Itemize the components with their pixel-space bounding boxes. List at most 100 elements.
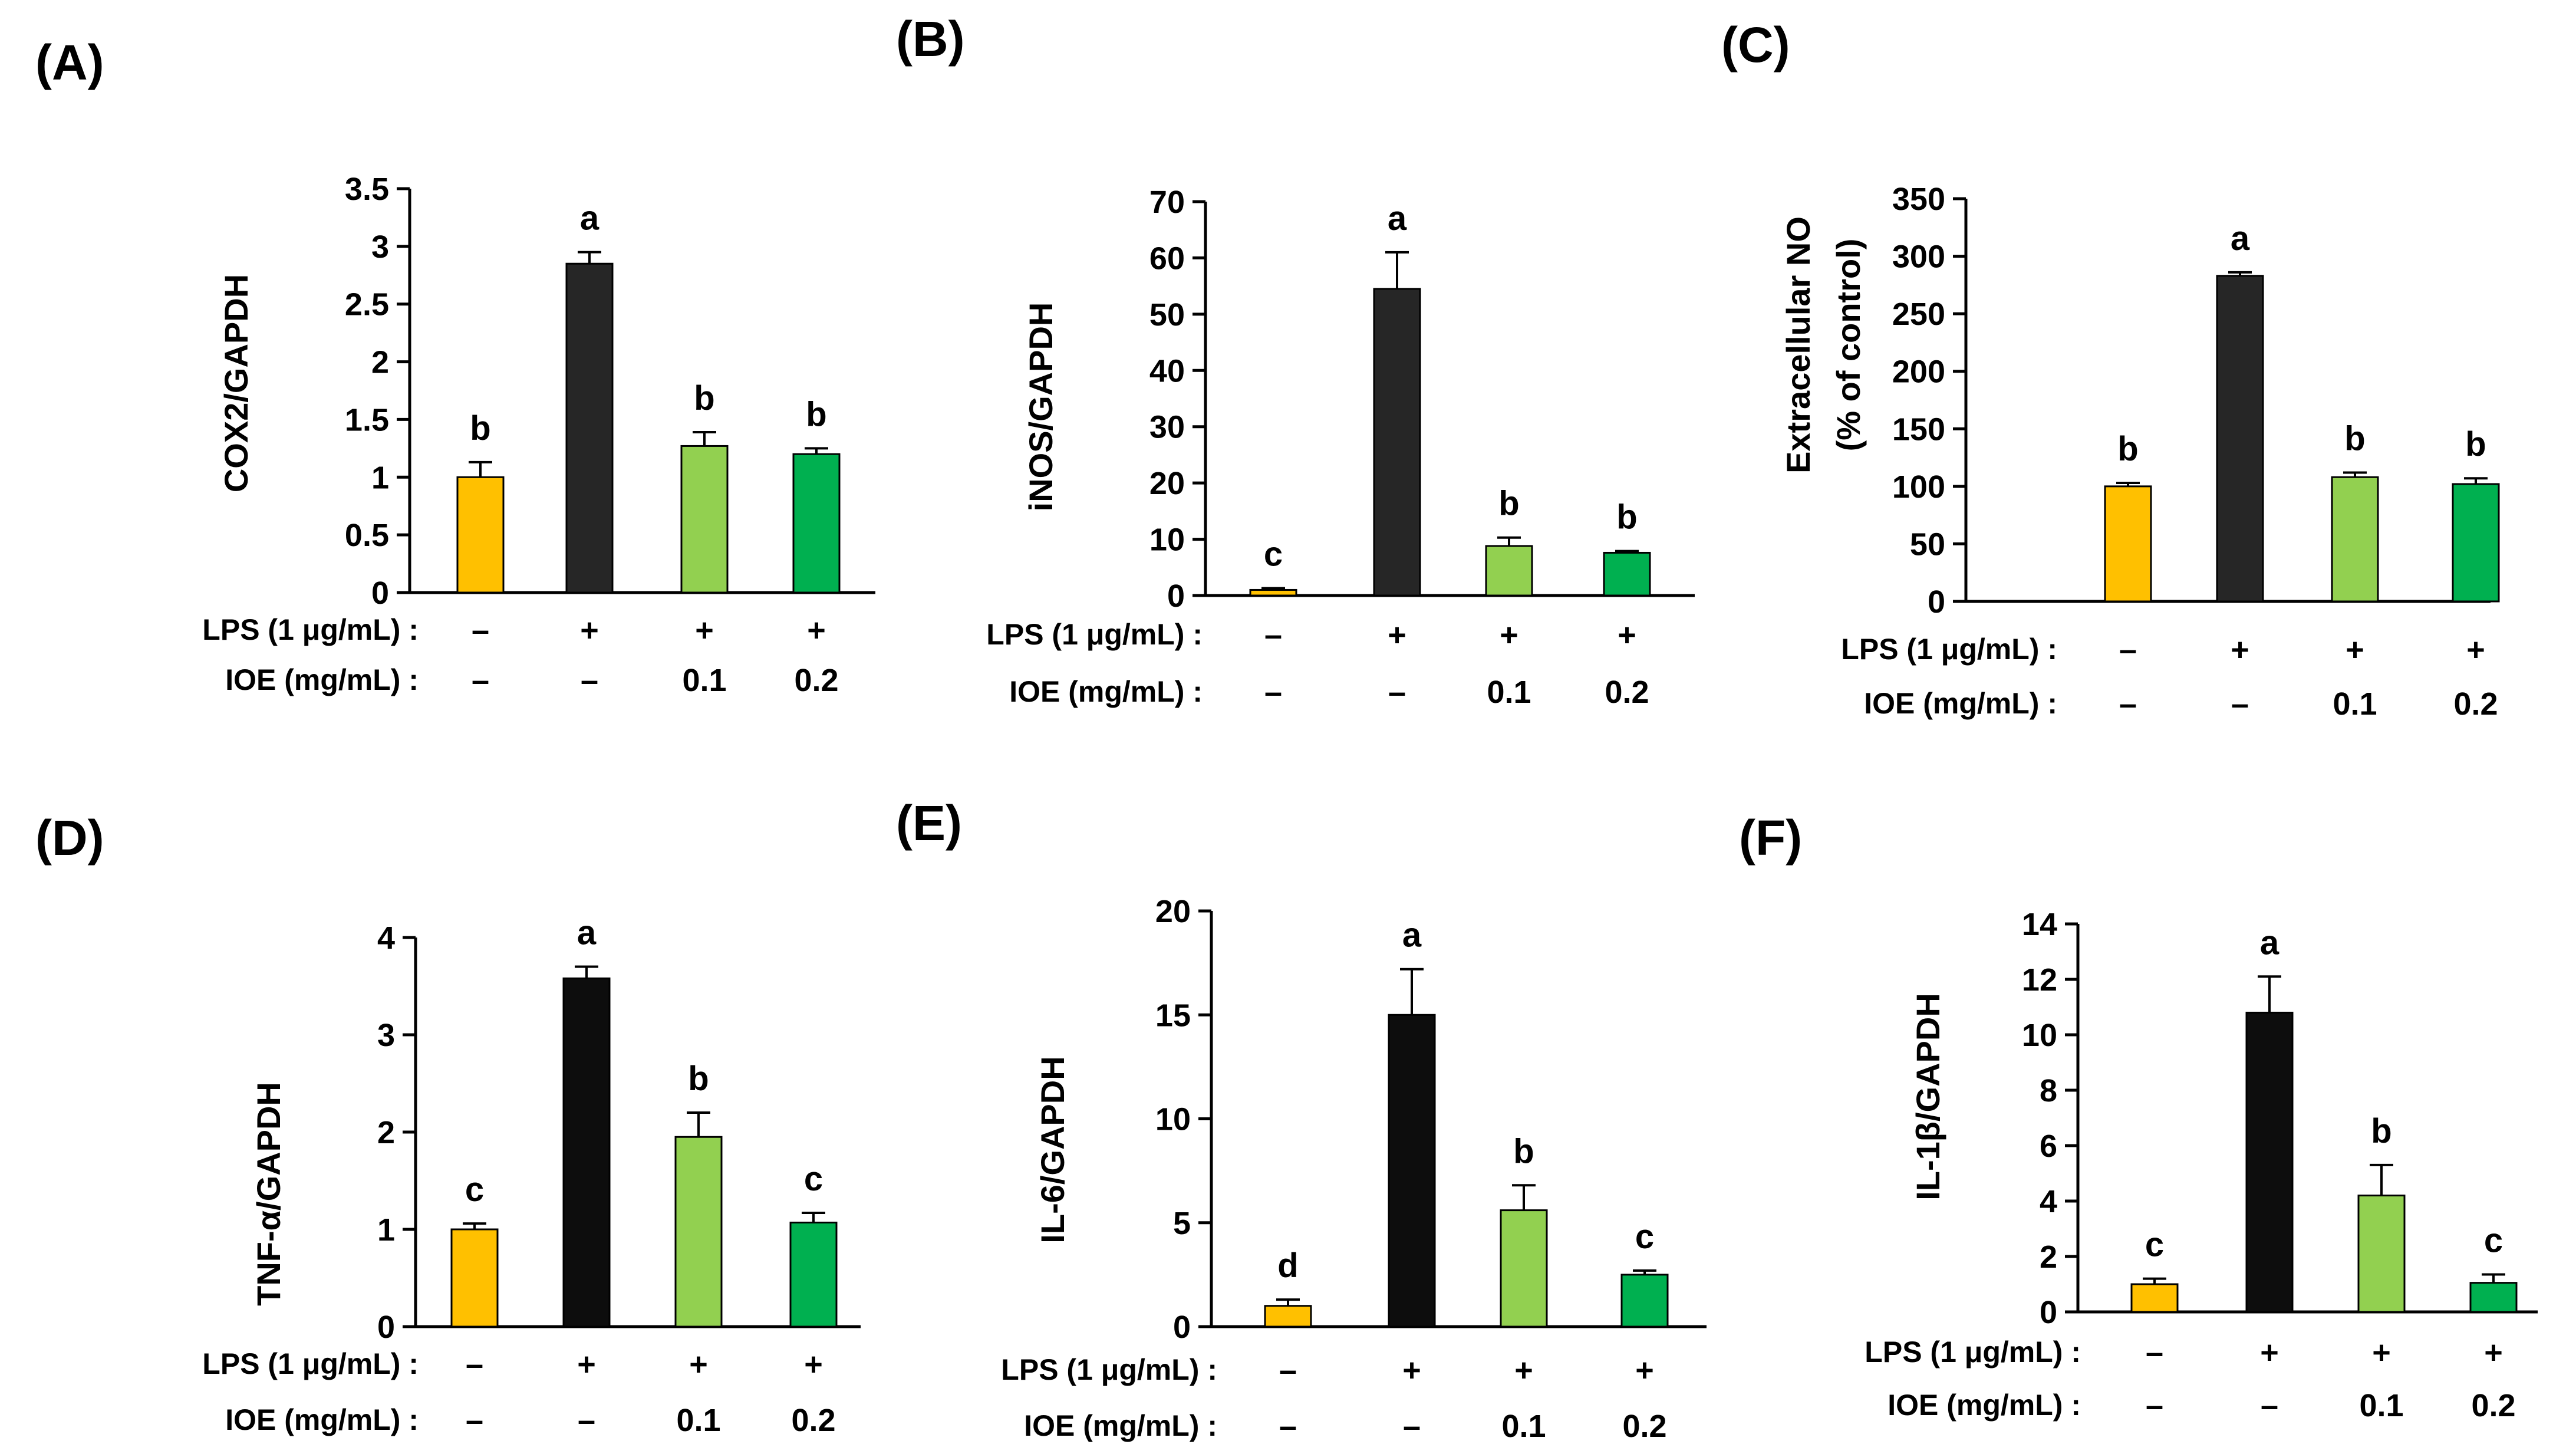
bar-a-4 <box>792 453 841 594</box>
bar-d-1 <box>450 1228 499 1328</box>
bar-d-3 <box>674 1136 723 1328</box>
bar-e-1 <box>1264 1305 1312 1328</box>
ioe-row-label-a: IOE (mg/mL) : <box>225 663 419 696</box>
y-tick-label-b: 30 <box>1149 410 1185 445</box>
significance-letter-b-2: a <box>1388 199 1407 238</box>
y-axis-title-c: Extracellular NO <box>1780 216 1817 473</box>
lps-value-c-4: + <box>2466 632 2485 667</box>
lps-value-c-2: + <box>2231 632 2249 667</box>
y-tick-label-e: 15 <box>1155 998 1191 1033</box>
y-tick-label-a: 2 <box>371 345 389 380</box>
bar-c-2 <box>2216 275 2264 603</box>
y-tick-label-b: 20 <box>1149 466 1185 501</box>
ioe-value-f-4: 0.2 <box>2471 1388 2515 1423</box>
bar-f-3 <box>2357 1195 2406 1313</box>
bar-c-4 <box>2452 483 2500 603</box>
panel-label-e: (E) <box>896 795 962 851</box>
y-tick-label-c: 150 <box>1892 412 1945 447</box>
ioe-value-d-3: 0.1 <box>676 1403 720 1438</box>
y-tick-label-c: 50 <box>1910 527 1945 562</box>
lps-value-d-4: + <box>804 1347 823 1382</box>
lps-value-b-4: + <box>1618 617 1636 653</box>
ioe-value-e-1: – <box>1279 1409 1297 1444</box>
panel-a: (A) 0 0.5 1 1.5 2 2.5 3 3.5 COX2/GAPDH b a b b LPS (1 … <box>35 35 875 698</box>
lps-value-b-2: + <box>1388 617 1406 653</box>
bar-d-2 <box>562 977 611 1328</box>
y-tick-label-a: 1 <box>371 460 389 495</box>
ioe-value-c-3: 0.1 <box>2333 686 2377 722</box>
y-tick-label-c: 300 <box>1892 239 1945 275</box>
y-tick-label-b: 40 <box>1149 353 1185 389</box>
lps-value-f-4: + <box>2484 1335 2503 1370</box>
ioe-value-e-2: – <box>1403 1409 1421 1444</box>
panel-label-f: (F) <box>1739 810 1802 866</box>
significance-letter-a-1: b <box>470 409 490 448</box>
ioe-value-e-3: 0.1 <box>1501 1409 1546 1444</box>
significance-letter-b-4: b <box>1616 498 1637 537</box>
significance-letter-e-1: d <box>1277 1246 1298 1285</box>
bar-b-1 <box>1249 588 1297 597</box>
significance-letter-d-4: c <box>804 1160 823 1198</box>
significance-letter-b-1: c <box>1264 535 1283 574</box>
bar-f-2 <box>2245 1011 2294 1313</box>
bar-f-4 <box>2469 1282 2518 1313</box>
significance-letter-f-3: b <box>2371 1112 2391 1150</box>
y-tick-label-a: 3 <box>371 229 389 265</box>
lps-value-f-3: + <box>2372 1335 2391 1370</box>
panel-label-c: (C) <box>1721 17 1790 73</box>
bar-a-2 <box>565 262 614 594</box>
ioe-value-d-1: – <box>466 1403 483 1438</box>
lps-value-d-3: + <box>689 1347 708 1382</box>
ioe-value-b-2: – <box>1388 675 1406 710</box>
bar-d-4 <box>789 1221 838 1328</box>
y-tick-label-a: 1.5 <box>345 402 389 437</box>
y-tick-label-c: 350 <box>1892 182 1945 217</box>
y-tick-label-f: 2 <box>2040 1239 2057 1275</box>
lps-value-a-1: – <box>472 613 489 648</box>
lps-value-a-4: + <box>807 613 826 648</box>
lps-value-a-3: + <box>695 613 714 648</box>
panel-label-b: (B) <box>896 11 965 67</box>
ioe-row-label-e: IOE (mg/mL) : <box>1024 1409 1217 1442</box>
significance-letter-f-2: a <box>2260 923 2279 962</box>
bar-e-3 <box>1500 1209 1548 1328</box>
y-tick-label-a: 3.5 <box>345 172 389 207</box>
y-tick-label-e: 10 <box>1155 1102 1191 1137</box>
ioe-row-label-f: IOE (mg/mL) : <box>1887 1389 2081 1422</box>
ioe-value-d-2: – <box>578 1403 595 1438</box>
y-tick-label-f: 8 <box>2040 1073 2057 1108</box>
lps-row-label-f: LPS (1 μg/mL) : <box>1865 1335 2081 1369</box>
ioe-row-label-c: IOE (mg/mL) : <box>1864 687 2057 720</box>
bar-b-2 <box>1373 288 1421 597</box>
y-axis-title-line2-c: (% of control) <box>1830 239 1867 452</box>
ioe-value-a-1: – <box>472 663 489 698</box>
ioe-value-b-4: 0.2 <box>1605 675 1649 710</box>
bar-a-1 <box>456 476 505 594</box>
y-tick-label-f: 12 <box>2022 962 2057 998</box>
y-tick-label-c: 200 <box>1892 354 1945 390</box>
bar-e-4 <box>1620 1274 1669 1328</box>
ioe-value-f-3: 0.1 <box>2359 1388 2403 1423</box>
significance-letter-e-2: a <box>1402 916 1422 955</box>
ioe-value-c-4: 0.2 <box>2453 686 2498 722</box>
y-tick-label-b: 50 <box>1149 297 1185 333</box>
significance-letter-c-3: b <box>2344 419 2365 458</box>
panel-f: (F) 0 2 4 6 8 10 12 14 IL-1β/GAPDH c a b c LPS (1 μg/m… <box>1739 810 2538 1423</box>
panel-label-d: (D) <box>35 810 104 866</box>
lps-value-f-2: + <box>2260 1335 2279 1370</box>
y-tick-label-d: 4 <box>377 920 395 956</box>
significance-letter-e-4: c <box>1635 1218 1654 1256</box>
y-tick-label-a: 0 <box>371 575 389 611</box>
significance-letter-a-3: b <box>694 379 714 417</box>
panel-b: (B) 0 10 20 30 40 50 60 70 iNOS/GAPDH c a b b LPS (1 μ… <box>896 11 1695 710</box>
y-axis-title-b: iNOS/GAPDH <box>1022 302 1059 512</box>
y-tick-label-d: 2 <box>377 1115 395 1150</box>
bar-a-3 <box>680 445 729 594</box>
bar-b-4 <box>1603 551 1651 597</box>
y-axis-title-e: IL-6/GAPDH <box>1034 1056 1071 1243</box>
y-tick-label-f: 4 <box>2040 1184 2057 1219</box>
lps-value-e-2: + <box>1402 1353 1421 1388</box>
lps-row-label-a: LPS (1 μg/mL) : <box>202 613 419 646</box>
significance-letter-b-3: b <box>1498 485 1519 523</box>
